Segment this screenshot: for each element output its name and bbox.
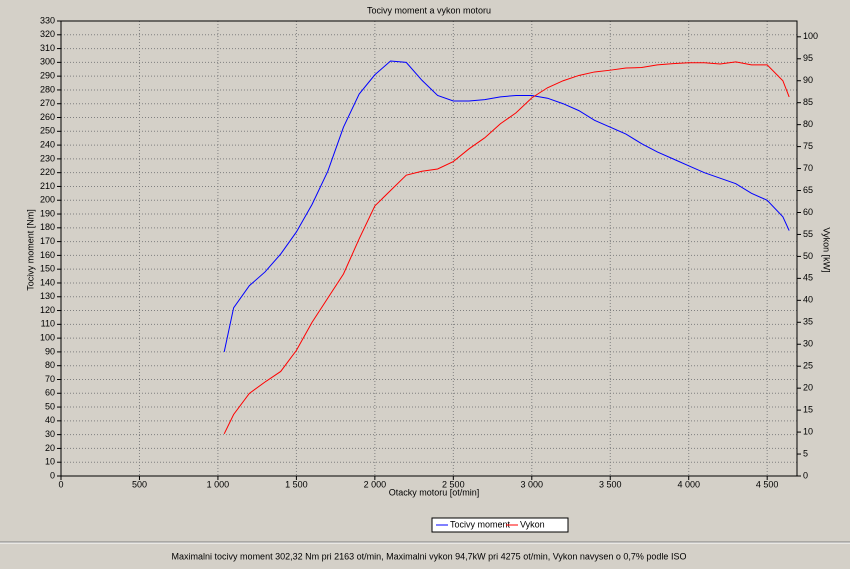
y2-tick-label: 45: [803, 273, 813, 283]
y2-axis-label: Vykon [kW]: [822, 227, 832, 272]
y2-tick-label: 35: [803, 317, 813, 327]
y2-tick-label: 95: [803, 53, 813, 63]
y2-tick-label: 75: [803, 141, 813, 151]
y-tick-label: 0: [50, 470, 55, 480]
y-tick-label: 260: [40, 112, 55, 122]
y-tick-label: 320: [40, 29, 55, 39]
y2-tick-label: 40: [803, 295, 813, 305]
y-tick-label: 110: [41, 319, 55, 329]
plot-frame: [60, 20, 798, 477]
legend-box: [431, 517, 569, 533]
y-tick-label: 200: [40, 195, 55, 205]
x-tick-label: 1 500: [285, 479, 308, 489]
y-tick-label: 160: [40, 250, 55, 260]
y-tick-label: 330: [40, 15, 55, 25]
y-tick-label: 310: [40, 43, 55, 53]
y-tick-label: 70: [45, 374, 55, 384]
x-tick-label: 3 500: [599, 479, 622, 489]
y2-tick-label: 90: [803, 75, 813, 85]
y-tick-label: 170: [40, 236, 55, 246]
y-tick-label: 10: [45, 457, 55, 467]
legend-label: Tocivy moment: [450, 519, 511, 529]
x-tick-label: 500: [132, 479, 147, 489]
y-tick-label: 100: [40, 332, 55, 342]
y2-tick-label: 60: [803, 207, 813, 217]
y-tick-label: 50: [45, 401, 55, 411]
y-tick-label: 30: [45, 429, 55, 439]
y-tick-label: 180: [40, 222, 55, 232]
y-tick-label: 280: [40, 84, 55, 94]
x-tick-label: 1 000: [207, 479, 230, 489]
y2-tick-label: 15: [803, 404, 813, 414]
y-tick-label: 240: [40, 139, 55, 149]
y-tick-label: 130: [40, 291, 55, 301]
y-tick-label: 210: [40, 181, 55, 191]
y-tick-label: 20: [45, 443, 55, 453]
y-tick-label: 60: [45, 388, 55, 398]
x-tick-label: 2 500: [442, 479, 465, 489]
y2-tick-label: 10: [803, 426, 813, 436]
chart-title: Tocivy moment a vykon motoru: [367, 5, 491, 15]
y2-tick-label: 25: [803, 361, 813, 371]
y-tick-label: 140: [40, 277, 55, 287]
legend-label: Vykon: [520, 519, 545, 529]
y2-tick-label: 65: [803, 185, 813, 195]
y-tick-label: 250: [40, 126, 55, 136]
x-tick-label: 4 000: [677, 479, 700, 489]
y-tick-label: 90: [45, 346, 55, 356]
y-tick-label: 40: [45, 415, 55, 425]
x-tick-label: 4 500: [756, 479, 779, 489]
y2-tick-label: 0: [803, 470, 808, 480]
y-tick-label: 230: [40, 153, 55, 163]
y-axis-label: Tocivy moment [Nm]: [25, 209, 35, 291]
y-tick-label: 270: [40, 98, 55, 108]
y-tick-label: 150: [40, 264, 55, 274]
y-tick-label: 290: [40, 71, 55, 81]
x-tick-label: 0: [58, 479, 63, 489]
data-line: [223, 61, 790, 435]
x-tick-label: 3 000: [521, 479, 544, 489]
y2-tick-label: 30: [803, 339, 813, 349]
y2-tick-label: 70: [803, 163, 813, 173]
y-tick-label: 220: [40, 167, 55, 177]
y2-tick-label: 55: [803, 229, 813, 239]
y2-tick-label: 80: [803, 119, 813, 129]
y-tick-label: 80: [45, 360, 55, 370]
y2-tick-label: 85: [803, 97, 813, 107]
y-tick-label: 120: [40, 305, 55, 315]
data-line: [223, 60, 790, 353]
x-tick-label: 2 000: [364, 479, 387, 489]
y2-tick-label: 5: [803, 448, 808, 458]
status-text: Maximalni tocivy moment 302,32 Nm pri 21…: [172, 551, 687, 561]
y-tick-label: 300: [40, 57, 55, 67]
y2-tick-label: 100: [803, 31, 818, 41]
x-axis-label: Otacky motoru [ot/min]: [389, 487, 480, 497]
y2-tick-label: 50: [803, 251, 813, 261]
y-tick-label: 190: [40, 208, 55, 218]
y2-tick-label: 20: [803, 383, 813, 393]
